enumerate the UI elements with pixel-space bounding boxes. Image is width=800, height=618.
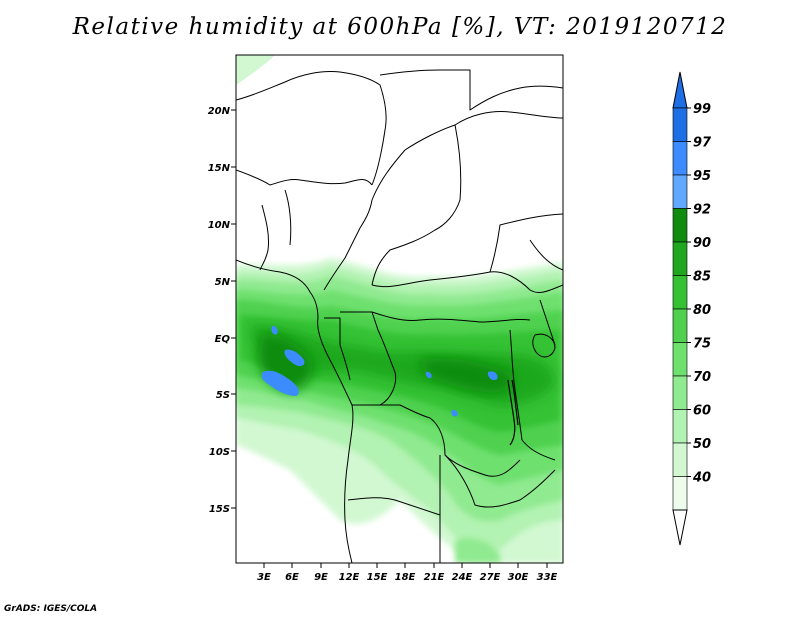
lat-label: 20N (208, 106, 231, 117)
lon-label: 24E (452, 572, 473, 583)
border-north-2 (236, 169, 373, 186)
border-chad (371, 124, 462, 286)
colorbar-label: 75 (693, 337, 711, 352)
lat-label: 15S (209, 504, 230, 515)
border-angola-south (347, 455, 441, 563)
colorbar-labels: 99 97 95 92 90 85 80 75 70 60 50 40 (687, 102, 712, 486)
lon-label: 21E (424, 572, 445, 583)
border-north-1 (236, 71, 387, 186)
longitude-axis: 3E 6E 9E 12E 15E 18E 21E 24E 27E 30E 33E (257, 563, 558, 583)
colorbar-label: 95 (693, 169, 711, 184)
colorbar-cell (672, 409, 688, 444)
border-drc-angola (352, 404, 521, 477)
colorbar-label: 50 (693, 437, 711, 452)
border-east (529, 239, 563, 346)
border-zambia (444, 454, 556, 508)
lon-label: 27E (480, 572, 501, 583)
colorbar-top-arrow (672, 71, 688, 109)
lon-label: 30E (508, 572, 529, 583)
border-nigeria-cameroon (323, 199, 373, 291)
colorbar-label: 90 (693, 236, 711, 251)
colorbar-bottom-arrow (672, 509, 688, 546)
colorbar-label: 97 (693, 136, 712, 151)
rh-band-95d (487, 371, 498, 381)
colorbar-cell (672, 342, 688, 377)
colorbar-cell (672, 208, 688, 243)
border-north-3 (379, 69, 563, 111)
border-drc-north (371, 311, 531, 323)
lat-label: EQ (215, 334, 231, 345)
lon-label: 18E (395, 572, 416, 583)
map-title: Relative humidity at 600hPa [%], VT: 201… (72, 14, 728, 40)
border-gabon (324, 317, 351, 381)
rh-band-95c (271, 325, 278, 335)
rh-band-95f (425, 371, 432, 379)
colorbar-cell (672, 141, 688, 176)
grads-credit: GrADS: IGES/COLA (4, 604, 98, 614)
latitude-axis: 20N 15N 10N 5N EQ 5S 10S 15S (208, 106, 236, 515)
colorbar-label: 80 (693, 303, 711, 318)
colorbar-label: 92 (693, 203, 711, 218)
colorbar-label: 60 (693, 404, 711, 419)
colorbar-cell (672, 375, 688, 410)
colorbar-cell (672, 476, 688, 511)
rh-band-north (236, 55, 275, 85)
colorbar-cell (672, 107, 688, 142)
colorbar-cell (672, 442, 688, 477)
country-borders (236, 69, 563, 563)
border-tanzania (509, 329, 556, 461)
rh-band-95 (261, 370, 299, 396)
lon-label: 15E (367, 572, 388, 583)
border-north-4 (259, 189, 292, 271)
lat-label: 5N (215, 277, 231, 288)
lat-label: 10S (209, 447, 230, 458)
lon-label: 3E (257, 572, 271, 583)
colorbar-label: 70 (693, 370, 711, 385)
lat-label: 15N (208, 163, 231, 174)
colorbar-cell (672, 174, 688, 209)
colorbar-cells (672, 107, 688, 511)
colorbar-label: 85 (693, 270, 711, 285)
colorbar-label: 40 (692, 471, 711, 486)
lon-label: 9E (314, 572, 328, 583)
lon-label: 33E (537, 572, 558, 583)
border-congo (340, 311, 397, 406)
rh-band-95b (284, 349, 305, 367)
coastline-west (236, 259, 354, 563)
lake-tanganyika (507, 379, 519, 446)
border-sudan (454, 111, 563, 273)
rh-band-95e (451, 409, 458, 417)
rh-band-south (455, 538, 500, 563)
lat-label: 5S (216, 390, 230, 401)
lake-victoria (532, 333, 556, 358)
colorbar-cell (672, 275, 688, 310)
colorbar-label: 99 (693, 102, 711, 117)
map-frame (235, 54, 564, 564)
lon-label: 6E (285, 572, 299, 583)
lat-label: 10N (208, 220, 231, 231)
colorbar-cell (672, 308, 688, 343)
colorbar-cell (672, 241, 688, 276)
colorbar-legend: 99 97 95 92 90 85 80 75 70 60 50 40 (672, 71, 712, 546)
lon-label: 12E (339, 572, 360, 583)
humidity-field (236, 55, 563, 563)
rh-band-92b (420, 358, 514, 393)
